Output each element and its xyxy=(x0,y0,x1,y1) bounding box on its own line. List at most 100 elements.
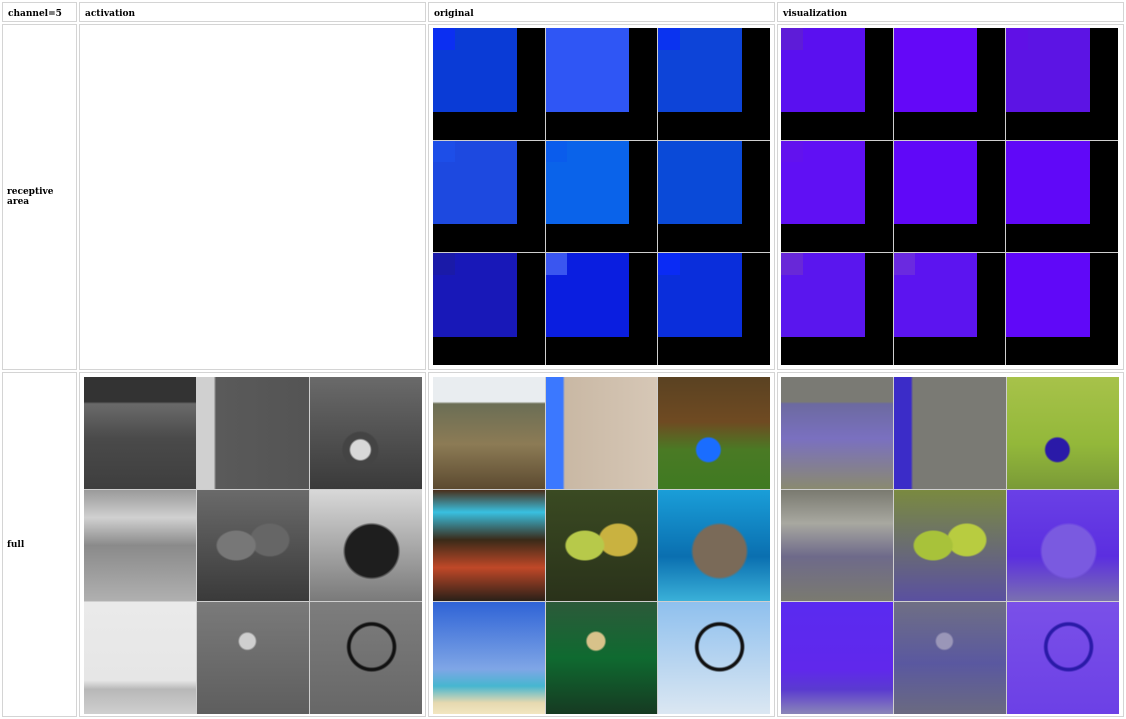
receptive-activation-cell xyxy=(79,24,426,370)
vis-pole-image xyxy=(1007,602,1119,714)
full-activation-cell xyxy=(79,372,426,717)
orig-frog xyxy=(545,602,658,714)
rf-orig-3-square xyxy=(658,28,743,112)
act-fruits xyxy=(197,489,309,602)
rf-orig-6-square xyxy=(658,140,743,225)
rf-orig-5-quadrant xyxy=(545,140,568,163)
rf-orig-5-square xyxy=(545,140,630,225)
rf-orig-2 xyxy=(545,28,658,140)
rf-vis-9 xyxy=(1006,253,1118,365)
orig-oscilloscope-image xyxy=(545,377,658,489)
full-original-grid xyxy=(433,377,770,714)
row-label-receptive-area: receptive area xyxy=(2,24,77,370)
rf-vis-9-square xyxy=(1006,253,1091,338)
rf-orig-7-square xyxy=(433,253,517,338)
vis-casino xyxy=(781,489,893,602)
rf-vis-1-square xyxy=(781,28,865,112)
receptive-original-cell xyxy=(428,24,775,370)
vis-oscilloscope xyxy=(894,377,1006,489)
rf-vis-5-square xyxy=(893,140,978,225)
rf-orig-2-quadrant xyxy=(545,28,568,50)
rf-vis-1-quadrant xyxy=(781,28,803,50)
orig-casino-image xyxy=(433,489,545,602)
orig-barrels-image xyxy=(658,377,770,489)
rf-orig-1 xyxy=(433,28,545,140)
orig-fruits-image xyxy=(545,489,658,602)
vis-dogs xyxy=(781,377,893,489)
orig-casino xyxy=(433,489,545,602)
orig-sailboat xyxy=(433,602,545,714)
orig-barrels xyxy=(658,377,770,489)
rf-vis-3-quadrant xyxy=(1006,28,1029,50)
header-original: original xyxy=(428,2,775,22)
vis-frog xyxy=(894,602,1006,714)
full-visualization-grid xyxy=(781,377,1119,714)
vis-manatee xyxy=(1007,489,1119,602)
rf-orig-8-quadrant xyxy=(545,253,568,276)
act-oscilloscope-image xyxy=(197,377,309,489)
orig-oscilloscope xyxy=(545,377,658,489)
full-visualization-cell xyxy=(777,372,1124,717)
act-sailboat-image xyxy=(84,602,196,714)
orig-frog-image xyxy=(545,602,658,714)
vis-manatee-image xyxy=(1007,489,1119,602)
act-pole-image xyxy=(310,602,422,714)
rf-vis-6-square xyxy=(1006,140,1091,225)
row-label-receptive-area-text: receptive area xyxy=(7,187,54,207)
rf-orig-8 xyxy=(545,253,658,365)
rf-vis-4-square xyxy=(781,140,865,225)
header-activation: activation xyxy=(79,2,426,22)
act-frog-image xyxy=(197,602,309,714)
rf-vis-4 xyxy=(781,140,893,253)
orig-pole xyxy=(658,602,770,714)
vis-sailboat-image xyxy=(781,602,893,714)
vis-fruits xyxy=(894,489,1006,602)
rf-orig-9 xyxy=(658,253,770,365)
rf-vis-8-square xyxy=(893,253,978,338)
rf-vis-8-quadrant xyxy=(893,253,916,276)
rf-vis-5 xyxy=(893,140,1006,253)
receptive-visualization-cell xyxy=(777,24,1124,370)
rf-orig-4-quadrant xyxy=(433,140,455,163)
act-casino xyxy=(84,489,196,602)
rf-vis-3 xyxy=(1006,28,1118,140)
orig-dogs-image xyxy=(433,377,545,489)
rf-orig-1-square xyxy=(433,28,517,112)
header-visualization: visualization xyxy=(777,2,1124,22)
rf-vis-7-square xyxy=(781,253,865,338)
rf-orig-4-square xyxy=(433,140,517,225)
rf-vis-5-quadrant xyxy=(893,140,916,163)
full-original-cell xyxy=(428,372,775,717)
act-barrels xyxy=(310,377,422,489)
act-fruits-image xyxy=(197,489,309,602)
orig-dogs xyxy=(433,377,545,489)
rf-vis-2 xyxy=(893,28,1006,140)
rf-vis-4-quadrant xyxy=(781,140,803,163)
row-label-full: full xyxy=(2,372,77,717)
rf-orig-6 xyxy=(658,140,770,253)
act-casino-image xyxy=(84,489,196,602)
rf-orig-6-quadrant xyxy=(658,140,681,163)
act-manatee-image xyxy=(310,489,422,602)
rf-orig-2-square xyxy=(545,28,630,112)
vis-fruits-image xyxy=(894,489,1006,602)
receptive-visualization-grid xyxy=(781,28,1118,365)
orig-manatee-image xyxy=(658,489,770,602)
vis-pole xyxy=(1007,602,1119,714)
rf-orig-9-square xyxy=(658,253,743,338)
vis-barrels xyxy=(1007,377,1119,489)
rf-vis-2-square xyxy=(893,28,978,112)
rf-orig-5 xyxy=(545,140,658,253)
orig-sailboat-image xyxy=(433,602,545,714)
rf-vis-1 xyxy=(781,28,893,140)
rf-vis-7 xyxy=(781,253,893,365)
rf-orig-7 xyxy=(433,253,545,365)
receptive-original-grid xyxy=(433,28,770,365)
rf-vis-8 xyxy=(893,253,1006,365)
rf-vis-3-square xyxy=(1006,28,1091,112)
rf-orig-9-quadrant xyxy=(658,253,681,276)
vis-sailboat xyxy=(781,602,893,714)
rf-vis-6 xyxy=(1006,140,1118,253)
vis-casino-image xyxy=(781,489,893,602)
vis-frog-image xyxy=(894,602,1006,714)
